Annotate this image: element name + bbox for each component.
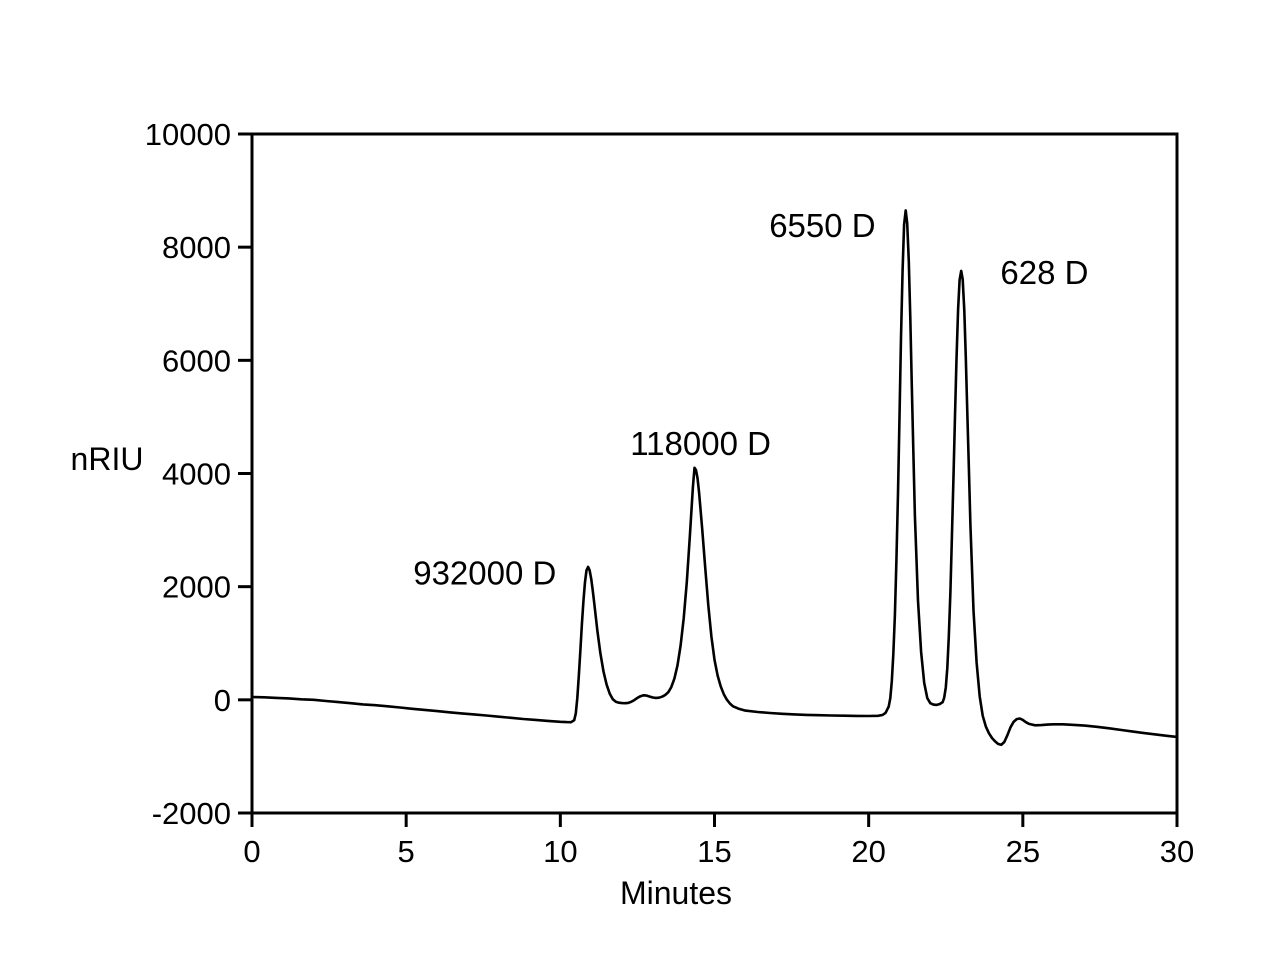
y-tick-label: 6000 xyxy=(162,343,231,378)
x-axis-title: Minutes xyxy=(620,875,732,911)
chromatogram-trace xyxy=(250,209,1179,747)
x-tick-label: 10 xyxy=(543,834,577,869)
x-tick-label: 25 xyxy=(1006,834,1040,869)
peak-label: 6550 D xyxy=(769,207,875,244)
y-tick-label: 4000 xyxy=(162,457,231,492)
peak-labels: 932000 D 118000 D 6550 D 628 D xyxy=(413,207,1088,591)
peak-label: 118000 D xyxy=(630,425,771,462)
x-axis-ticks: 0 5 10 15 20 25 30 xyxy=(243,813,1194,869)
peak-label: 932000 D xyxy=(413,555,556,592)
y-tick-label: 10000 xyxy=(145,117,231,152)
y-tick-label: 8000 xyxy=(162,230,231,265)
peak-label: 628 D xyxy=(1000,254,1088,291)
x-tick-label: 5 xyxy=(398,834,415,869)
ri-signal-path xyxy=(250,209,1179,747)
y-tick-label: 0 xyxy=(214,683,231,718)
y-axis-ticks: 10000 8000 6000 4000 2000 0 -2000 xyxy=(145,117,252,831)
y-axis-title: nRIU xyxy=(71,441,144,477)
x-tick-label: 20 xyxy=(851,834,885,869)
y-tick-label: -2000 xyxy=(152,796,231,831)
plot-frame xyxy=(250,132,1179,815)
x-tick-label: 30 xyxy=(1160,834,1194,869)
y-tick-label: 2000 xyxy=(162,570,231,605)
x-tick-label: 15 xyxy=(697,834,731,869)
x-tick-label: 0 xyxy=(243,834,260,869)
